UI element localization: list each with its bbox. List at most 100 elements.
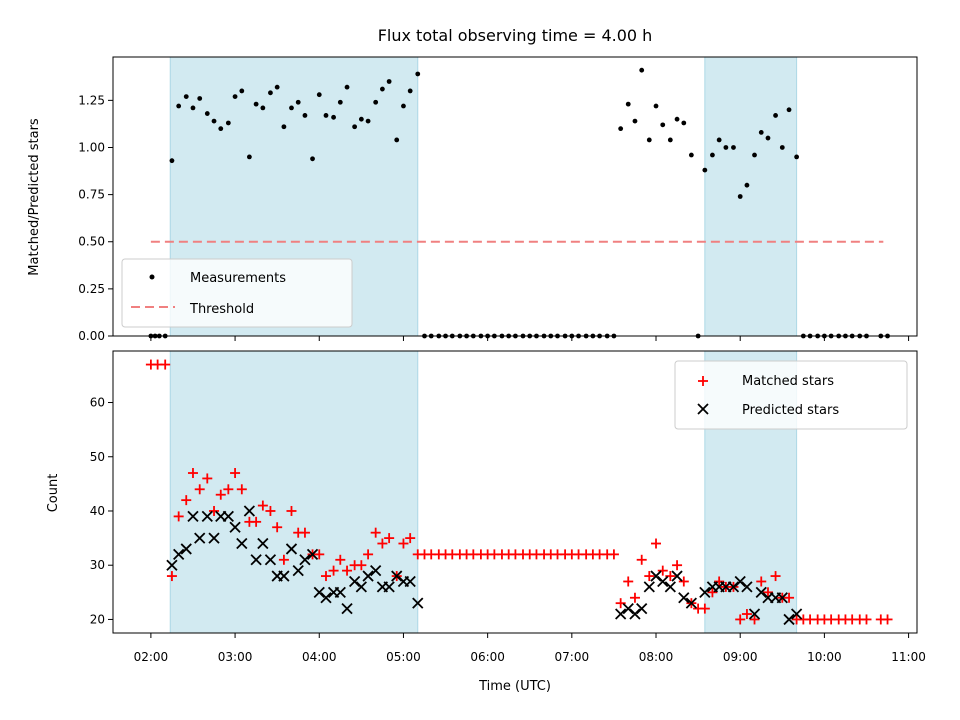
measurement-point (415, 71, 421, 77)
predicted-star-point (678, 592, 690, 604)
predicted-star-point (776, 592, 788, 604)
predicted-star-stroke-b (208, 532, 220, 544)
matched-star-point (707, 587, 718, 598)
measurement-point (674, 116, 680, 122)
predicted-star-stroke-b (334, 586, 346, 598)
measurement-point (632, 118, 638, 124)
predicted-star-stroke-b (636, 602, 648, 615)
measurement-point (618, 126, 624, 132)
predicted-star-point (348, 575, 361, 588)
predicted-star-stroke-b (362, 570, 374, 582)
matched-star-point (405, 533, 416, 544)
matched-star-point (384, 533, 395, 544)
predicted-star-point (299, 554, 311, 566)
measurement-point (407, 88, 413, 94)
bottom-y-axis-label: Count (46, 474, 61, 513)
predicted-star-point (685, 597, 698, 609)
predicted-star-point (292, 564, 304, 577)
predicted-star-point (334, 586, 346, 598)
x-tick-label: 03:00 (218, 650, 253, 664)
measurement-point (373, 99, 379, 105)
predicted-star-point (412, 597, 424, 609)
matched-star-point (608, 549, 619, 560)
x-tick-label: 02:00 (134, 650, 169, 664)
predicted-star-stroke-b (671, 570, 683, 582)
predicted-star-point (285, 543, 298, 555)
matched-star-point (356, 560, 367, 571)
top-y-axis-label: Matched/Predicted stars (27, 118, 42, 276)
matched-star-point (623, 576, 634, 587)
x-tick-label: 11:00 (891, 650, 926, 664)
measurement-point (716, 137, 722, 143)
measurement-point (386, 79, 392, 84)
matched-star-point (629, 592, 640, 603)
predicted-star-stroke-b (341, 602, 353, 615)
measurement-point (737, 194, 743, 199)
measurement-point (323, 113, 329, 118)
measurement-point (394, 137, 400, 143)
predicted-star-point (173, 548, 185, 561)
predicted-star-stroke-b (383, 581, 395, 593)
matched-star-point (194, 484, 205, 495)
matched-star-point (644, 571, 655, 582)
bottom-panel-frame (112, 350, 918, 634)
x-tick-label: 04:00 (302, 650, 337, 664)
measurement-point (358, 116, 364, 122)
matched-star-point (187, 468, 198, 479)
predicted-star-stroke-b (622, 602, 634, 615)
predicted-star-point (643, 581, 655, 593)
matched-star-point (272, 522, 283, 533)
predicted-star-point (790, 608, 803, 620)
predicted-star-stroke-b (229, 521, 241, 533)
predicted-star-point (362, 570, 374, 582)
matched-star-point (314, 549, 325, 560)
bottom-legend-box (674, 360, 908, 430)
predicted-star-stroke-b (650, 570, 662, 582)
predicted-star-point (180, 543, 192, 555)
matched-star-point (714, 576, 725, 587)
matched-star-point (251, 516, 262, 527)
measurement-point (310, 156, 315, 162)
measurement-point (752, 152, 757, 158)
y-tick-label: 50 (90, 450, 105, 464)
measurement-point (232, 94, 238, 99)
measurement-point (380, 86, 385, 92)
predicted-star-point (748, 608, 761, 620)
predicted-star-point (208, 532, 220, 544)
y-tick-label: 1.25 (78, 93, 105, 107)
matched-star-point (636, 554, 647, 565)
measurement-point (779, 145, 785, 150)
predicted-star-stroke-b (306, 548, 319, 561)
predicted-star-stroke-b (194, 532, 206, 544)
measurement-point (316, 92, 322, 98)
x-tick-label: 10:00 (807, 650, 842, 664)
predicted-star-stroke-b (257, 537, 269, 550)
measurement-point (653, 103, 659, 109)
legend-measurements-marker (149, 274, 155, 280)
predicted-star-stroke-b (292, 564, 304, 577)
matched-star-point (882, 614, 893, 625)
predicted-star-point (615, 608, 627, 620)
y-tick-label: 30 (90, 558, 105, 572)
predicted-star-stroke-b (748, 608, 761, 620)
x-tick-label: 05:00 (386, 650, 421, 664)
predicted-star-point (229, 521, 241, 533)
predicted-star-stroke-b (187, 510, 199, 523)
predicted-star-point (629, 608, 641, 620)
measurement-point (260, 105, 266, 111)
matched-star-point (770, 571, 781, 582)
legend-measurements-label: Measurements (190, 271, 286, 286)
predicted-star-point (320, 592, 332, 604)
top-panel-frame (112, 56, 918, 337)
predicted-star-point (194, 532, 206, 544)
measurement-point (702, 167, 708, 173)
measurement-point (281, 124, 287, 130)
predicted-star-point (187, 510, 199, 523)
predicted-star-stroke-b (755, 586, 767, 598)
y-tick-label: 40 (90, 504, 105, 518)
matched-star-point (784, 592, 795, 603)
matched-star-point (299, 527, 310, 538)
x-tick-label: 09:00 (723, 650, 758, 664)
predicted-star-stroke-b (250, 554, 262, 566)
measurement-point (169, 158, 175, 164)
